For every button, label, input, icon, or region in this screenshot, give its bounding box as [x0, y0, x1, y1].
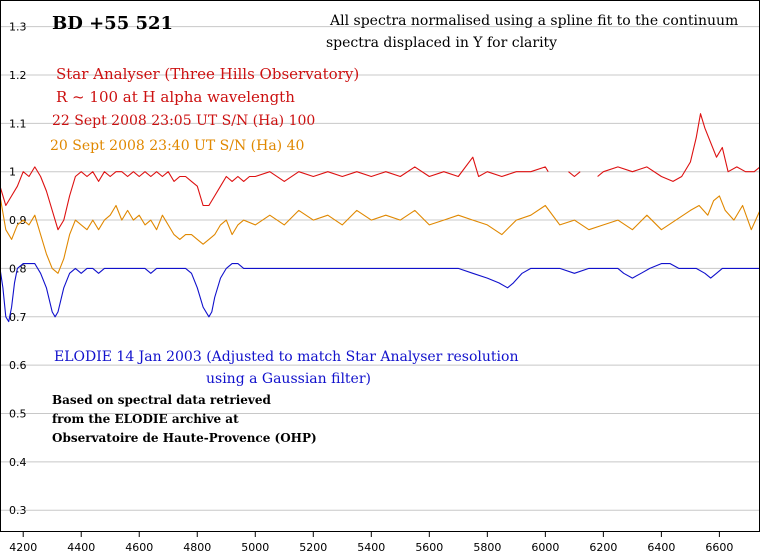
- normalisation-note: All spectra normalised using a spline fi…: [330, 13, 739, 29]
- y-tick-labels: 0.30.40.50.60.70.80.911.11.21.3: [9, 21, 27, 518]
- y-tick-label: 1.1: [9, 117, 27, 130]
- spectrum-line-2: [0, 195, 760, 274]
- y-tick-label: 0.9: [9, 214, 27, 227]
- x-tick-label: 5000: [241, 541, 269, 554]
- y-tick-label: 0.4: [9, 456, 27, 469]
- x-tick-label: 5400: [357, 541, 385, 554]
- y-tick-label: 1.2: [9, 69, 27, 82]
- x-tick-label: 4400: [67, 541, 95, 554]
- x-tick-label: 5800: [473, 541, 501, 554]
- source-credit-line2: from the ELODIE archive at: [52, 412, 239, 426]
- source-credit-line1: Based on spectral data retrieved: [52, 393, 271, 407]
- x-tick-label: 6600: [705, 541, 733, 554]
- y-tick-label: 0.5: [9, 408, 27, 421]
- blue-series-label-cont: using a Gaussian filter): [206, 371, 371, 387]
- resolution-label: R ~ 100 at H alpha wavelength: [56, 88, 295, 106]
- x-tick-label: 4800: [183, 541, 211, 554]
- x-tick-label: 6400: [647, 541, 675, 554]
- x-tick-label: 6200: [589, 541, 617, 554]
- y-tick-label: 1.3: [9, 21, 27, 34]
- x-tick-label: 4600: [125, 541, 153, 554]
- x-tick-label: 4200: [9, 541, 37, 554]
- spectrum-line-1: [0, 113, 760, 231]
- y-tick-label: 0.7: [9, 311, 27, 324]
- y-tick-label: 0.3: [9, 504, 27, 517]
- spectrum-line-3: [0, 263, 760, 323]
- y-tick-label: 1: [9, 166, 16, 179]
- red-series-label: 22 Sept 2008 23:05 UT S/N (Ha) 100: [52, 113, 316, 129]
- instrument-label: Star Analyser (Three Hills Observatory): [56, 65, 360, 83]
- orange-series-label: 20 Sept 2008 23:40 UT S/N (Ha) 40: [50, 138, 305, 154]
- y-tick-label: 0.6: [9, 359, 27, 372]
- source-credit-line3: Observatoire de Haute-Provence (OHP): [52, 431, 317, 445]
- x-tick-label: 5600: [415, 541, 443, 554]
- chart-title: BD +55 521: [52, 13, 174, 34]
- x-tick-labels: 4200 4400 4600 4800 5000 5200 5400 5600 5800 6000…: [9, 532, 733, 554]
- x-tick-label: 5200: [299, 541, 327, 554]
- blue-series-label: ELODIE 14 Jan 2003 (Adjusted to match St…: [54, 349, 519, 365]
- displacement-note: spectra displaced in Y for clarity: [326, 35, 558, 51]
- spectrum-lines: [0, 113, 760, 323]
- x-tick-label: 6000: [531, 541, 559, 554]
